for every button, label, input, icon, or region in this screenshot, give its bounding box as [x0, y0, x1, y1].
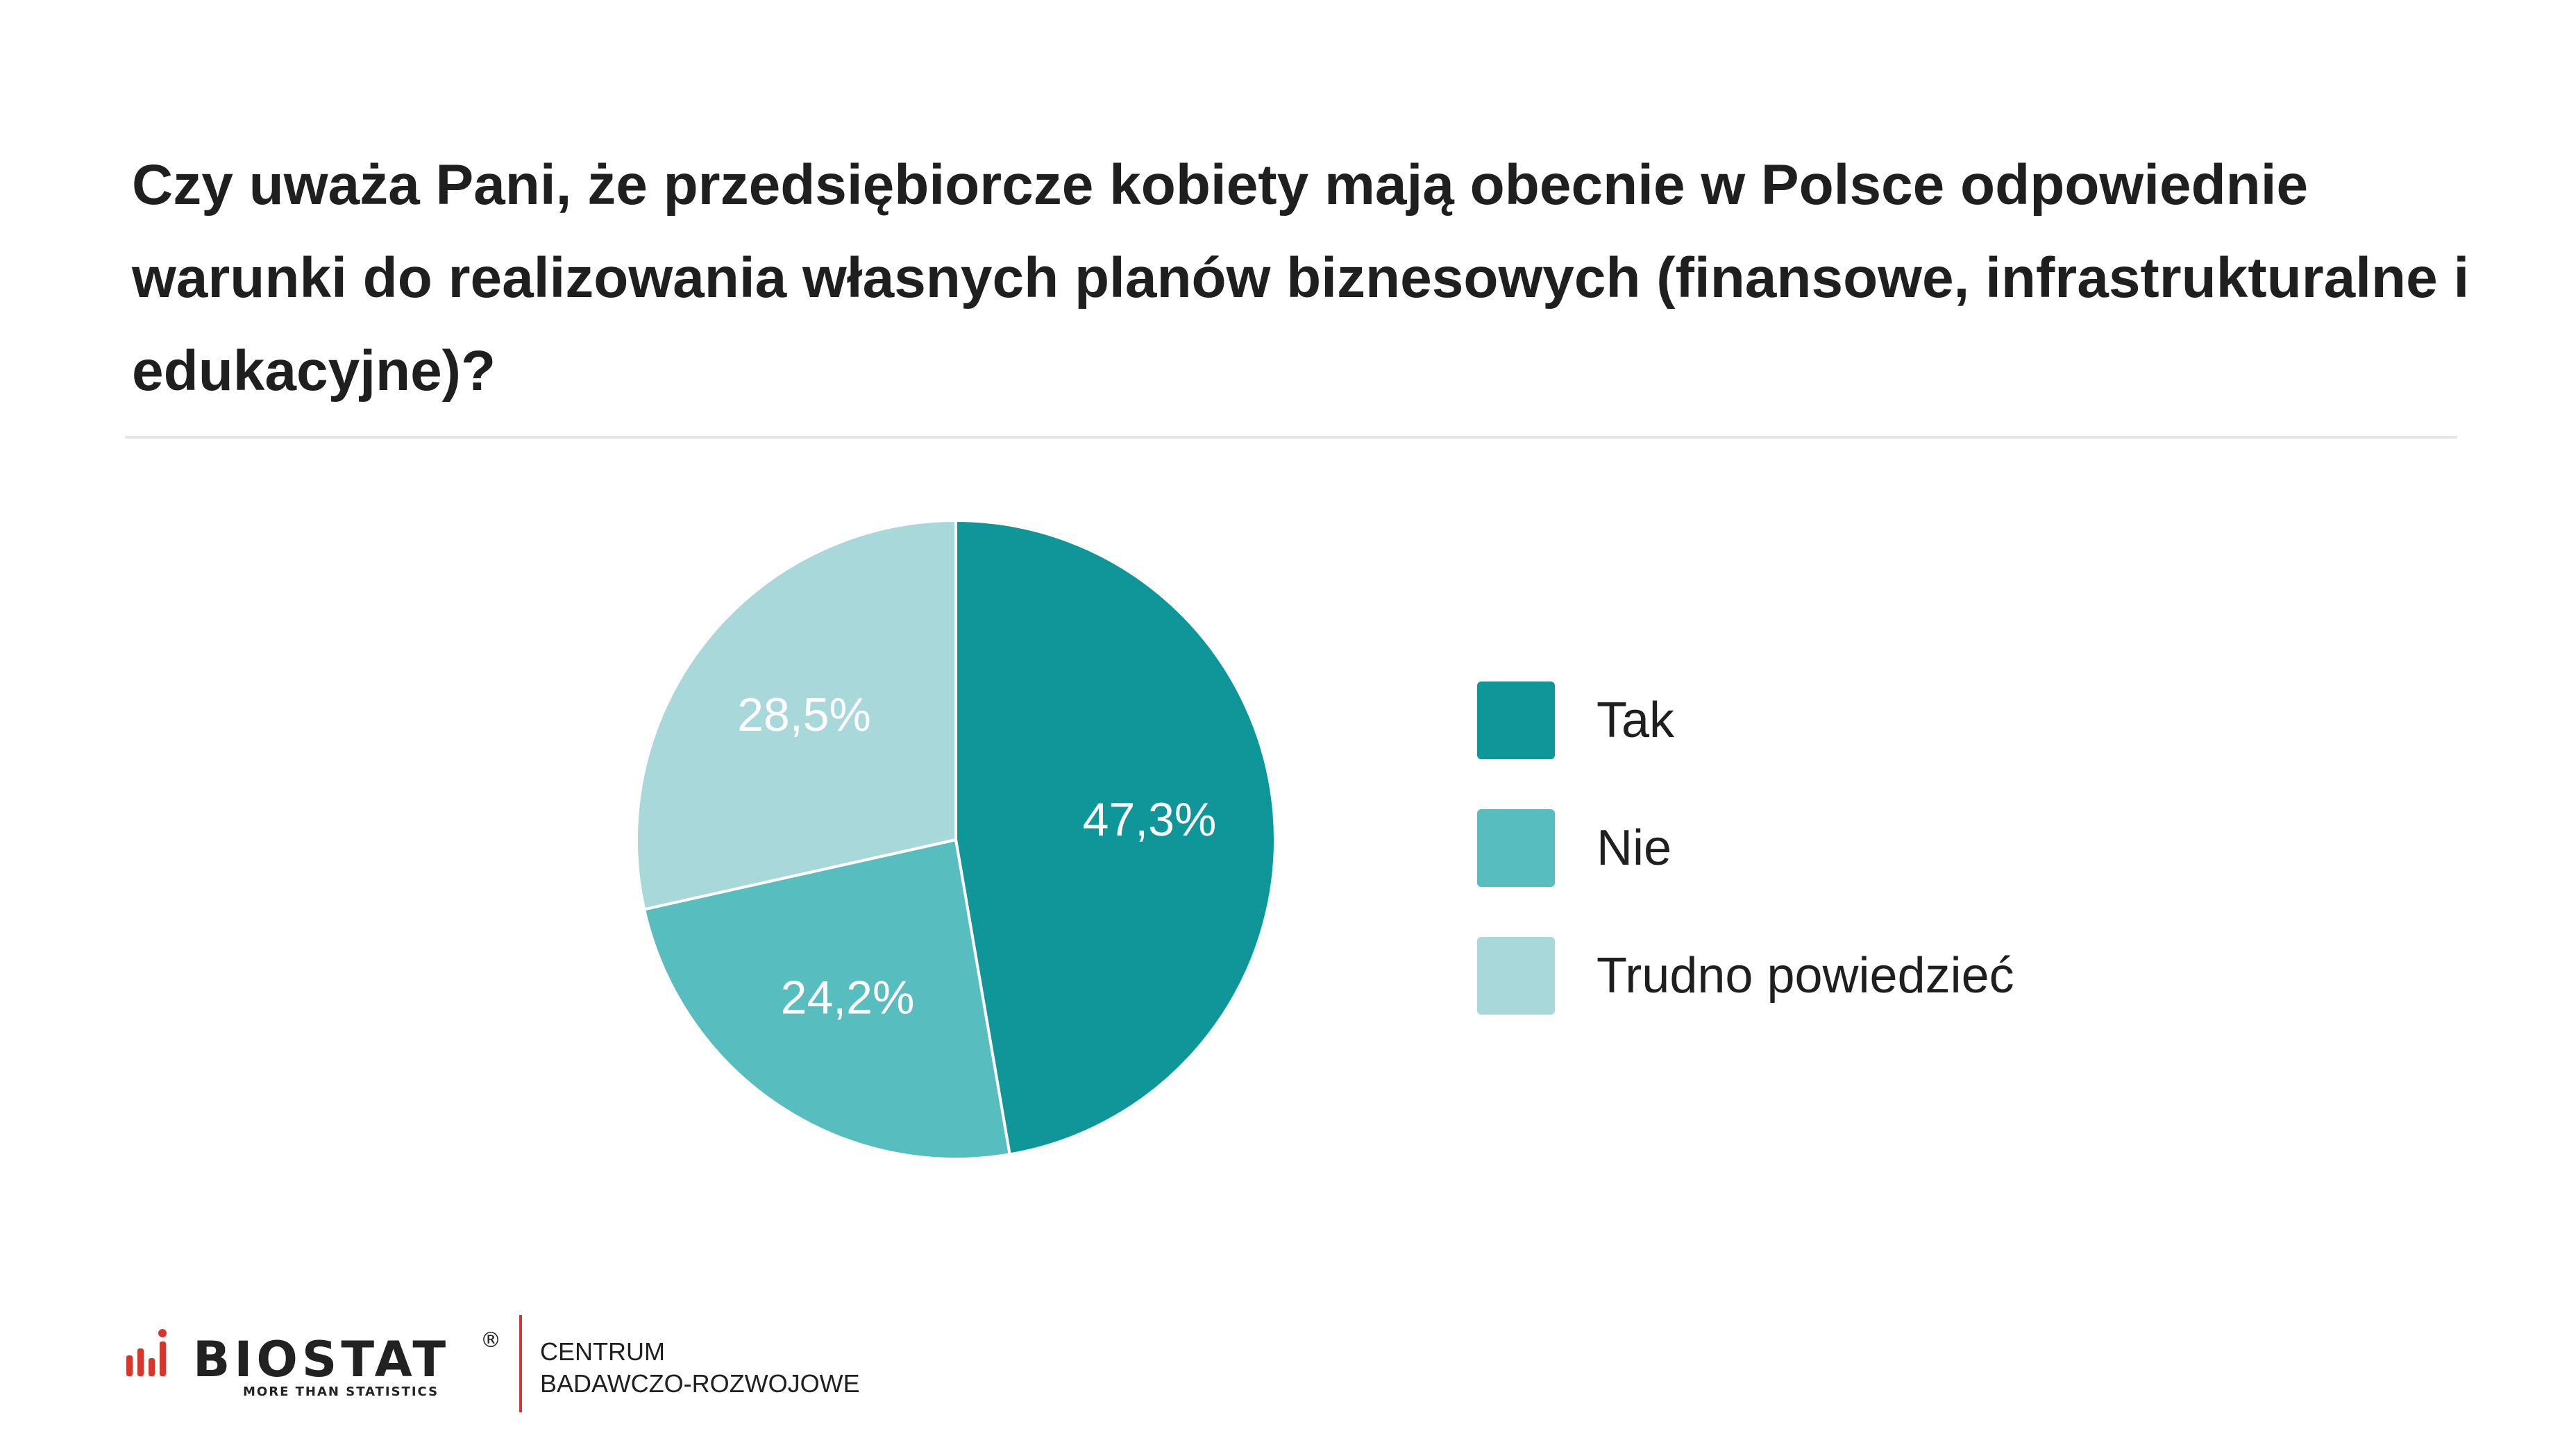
research-center-label: CENTRUM BADAWCZO-ROZWOJOWE — [540, 1336, 860, 1400]
pie-slice-tak — [954, 518, 1277, 1156]
research-center-line1: CENTRUM — [540, 1337, 665, 1366]
slice-value-label: 24,2% — [781, 972, 915, 1024]
pie-slice-nie — [642, 838, 1011, 1160]
brand-wordmark: BIOSTAT — [193, 1331, 450, 1388]
legend-swatch-tak — [1477, 682, 1555, 759]
legend-swatch-trudno — [1477, 937, 1555, 1015]
slice-value-label: 28,5% — [737, 688, 871, 741]
chart-title: Czy uważa Pani, że przedsiębiorcze kobie… — [132, 153, 2470, 403]
bars-logo-icon — [126, 1329, 167, 1376]
legend-label-tak: Tak — [1597, 693, 1675, 748]
pie-slice-trudno-powiedzieć — [635, 518, 957, 911]
brand-tagline: MORE THAN STATISTICS — [243, 1385, 439, 1399]
biostat-logo: BIOSTAT ® MORE THAN STATISTICS — [126, 1328, 501, 1399]
legend-swatch-nie — [1477, 809, 1555, 887]
title-divider — [125, 436, 2457, 439]
registered-mark: ® — [480, 1328, 501, 1353]
slice-value-label: 47,3% — [1083, 793, 1217, 846]
research-center-line2: BADAWCZO-ROZWOJOWE — [540, 1369, 860, 1398]
logo-divider — [519, 1315, 522, 1412]
legend-label-trudno: Trudno powiedzieć — [1597, 948, 2014, 1004]
legend-label-nie: Nie — [1597, 820, 1672, 876]
